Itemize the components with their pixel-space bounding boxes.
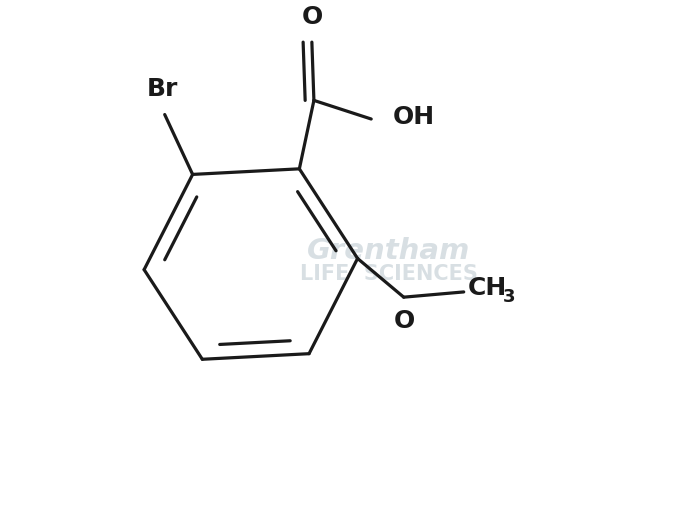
Text: O: O <box>302 5 324 29</box>
Text: CH: CH <box>468 276 507 300</box>
Text: LIFE  SCIENCES: LIFE SCIENCES <box>300 264 477 284</box>
Text: OH: OH <box>393 105 435 129</box>
Text: Br: Br <box>147 77 178 101</box>
Text: Grentham: Grentham <box>307 238 470 265</box>
Text: 3: 3 <box>503 288 515 306</box>
Text: O: O <box>394 309 416 333</box>
